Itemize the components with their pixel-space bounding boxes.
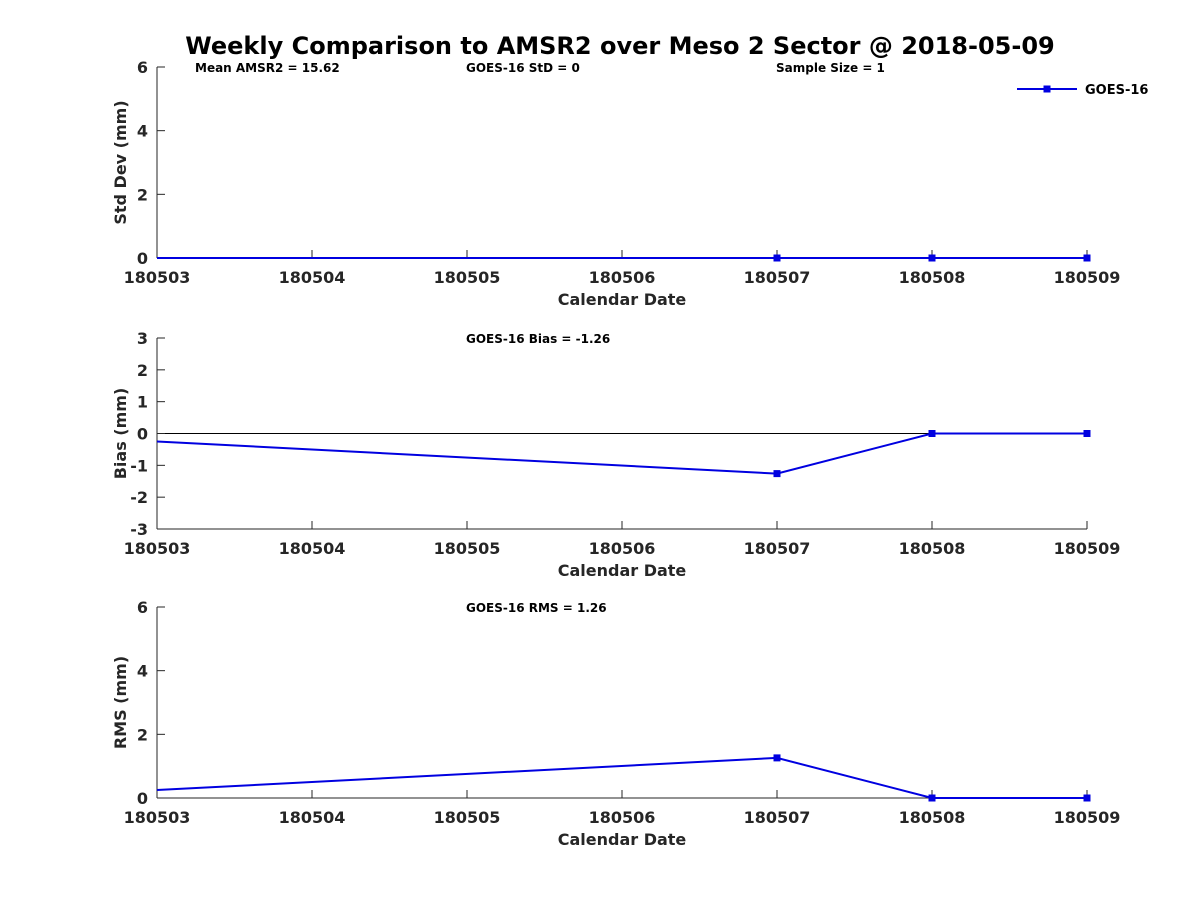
x-tick-label: 180505: [434, 268, 501, 287]
data-point: [773, 470, 781, 478]
series-line-goes-16: [156, 432, 1087, 475]
y-tick-label: 1: [137, 393, 148, 412]
x-tick-label: 180505: [434, 808, 501, 827]
panel-1: 0 2 4 6 180503 180504 180505 180506 180507 180508…: [111, 58, 1148, 309]
x-axis-label: Calendar Date: [558, 561, 687, 580]
y-tick-label: 2: [137, 361, 148, 380]
x-tick-label: 180508: [899, 539, 966, 558]
x-tick-label: 180504: [279, 268, 346, 287]
y-axis-label: Bias (mm): [111, 388, 130, 480]
data-point: [773, 754, 781, 762]
data-point: [773, 254, 781, 262]
x-tick-label: 180503: [124, 808, 191, 827]
x-tick-label: 180503: [124, 268, 191, 287]
legend: GOES-16: [1017, 83, 1148, 98]
y-tick-label: 4: [137, 122, 148, 141]
stat-annotation: GOES-16 StD = 0: [466, 61, 580, 75]
y-tick-label: -2: [130, 488, 148, 507]
x-tick-label: 180509: [1054, 539, 1121, 558]
y-axis-label: RMS (mm): [111, 656, 130, 749]
x-tick-label: 180504: [279, 808, 346, 827]
x-tick-label: 180508: [899, 808, 966, 827]
data-point: [1083, 794, 1091, 802]
y-tick-label: -3: [130, 520, 148, 539]
data-point: [928, 430, 936, 437]
x-tick-label: 180507: [744, 268, 811, 287]
y-tick-label: 2: [137, 725, 148, 744]
stat-annotation: GOES-16 RMS = 1.26: [466, 601, 607, 615]
stat-annotation: GOES-16 Bias = -1.26: [466, 332, 610, 346]
x-tick-label: 180506: [589, 808, 656, 827]
legend-label: GOES-16: [1085, 83, 1148, 98]
panel-3: 0 2 4 6 180503 180504 180505 180506 180507 180508…: [111, 598, 1120, 849]
data-point: [928, 794, 936, 802]
y-tick-label: 4: [137, 662, 148, 681]
stat-annotation: Mean AMSR2 = 15.62: [195, 61, 340, 75]
y-tick-label: 3: [137, 329, 148, 348]
stat-annotation: Sample Size = 1: [776, 61, 885, 75]
y-tick-label: 2: [137, 185, 148, 204]
x-tick-label: 180508: [899, 268, 966, 287]
x-tick-label: 180504: [279, 539, 346, 558]
x-axis-label: Calendar Date: [558, 290, 687, 309]
x-tick-label: 180509: [1054, 268, 1121, 287]
y-tick-label: 0: [137, 249, 148, 268]
chart-title: Weekly Comparison to AMSR2 over Meso 2 S…: [185, 32, 1054, 60]
series-line-goes-16: [156, 756, 1087, 799]
y-tick-label: 0: [137, 425, 148, 444]
x-tick-label: 180505: [434, 539, 501, 558]
x-tick-label: 180507: [744, 808, 811, 827]
x-tick-label: 180507: [744, 539, 811, 558]
y-tick-label: -1: [130, 456, 148, 475]
data-point: [928, 254, 936, 262]
x-axis-label: Calendar Date: [558, 830, 687, 849]
data-point: [1083, 430, 1091, 437]
y-tick-label: 0: [137, 789, 148, 808]
x-tick-label: 180503: [124, 539, 191, 558]
x-tick-label: 180506: [589, 539, 656, 558]
x-tick-label: 180506: [589, 268, 656, 287]
x-tick-label: 180509: [1054, 808, 1121, 827]
y-tick-label: 6: [137, 58, 148, 77]
legend-marker: [1043, 85, 1051, 93]
panel-2: -3 -2 -1 0 1 2 3 180503 180504 180505 180506 180507…: [111, 329, 1120, 580]
y-axis-label: Std Dev (mm): [111, 100, 130, 224]
y-tick-label: 6: [137, 598, 148, 617]
data-point: [1083, 254, 1091, 262]
